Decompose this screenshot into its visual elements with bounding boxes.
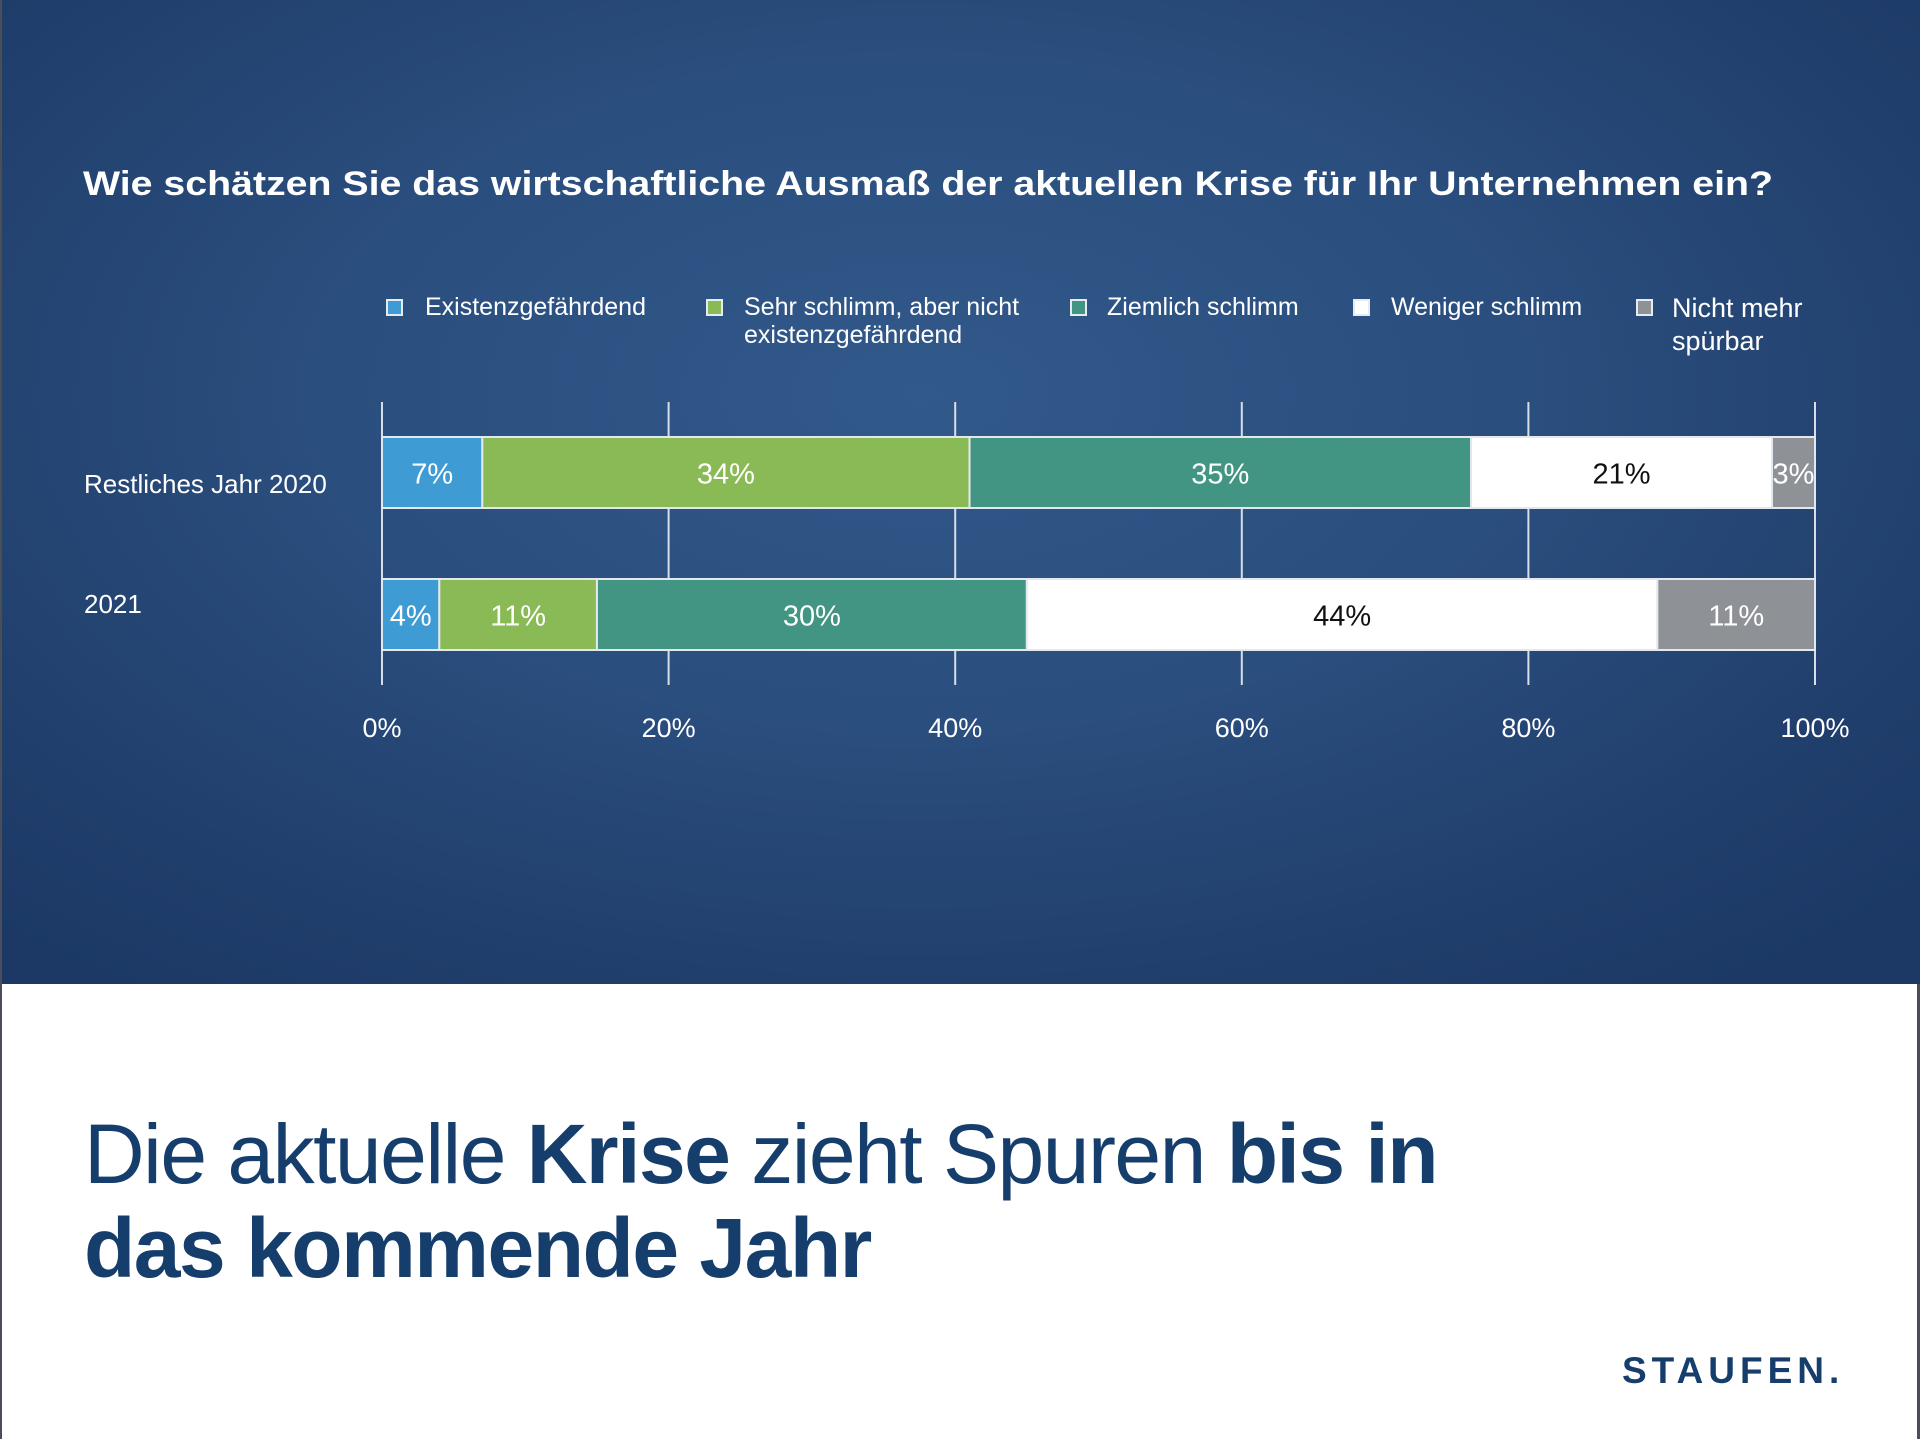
legend-swatch <box>1353 299 1370 316</box>
data-label: 11% <box>490 601 546 633</box>
bar-segment <box>1771 436 1817 509</box>
frame-border-left <box>0 0 2 1439</box>
stacked-bar-chart: Wie schätzen Sie das wirtschaftliche Aus… <box>83 165 1849 743</box>
headline-emphasis: Krise <box>526 1107 731 1201</box>
data-label: 4% <box>390 601 432 633</box>
bar-row: 7% 34% 35% 21% 3% <box>381 436 1817 509</box>
category-label: Restliches Jahr 2020 <box>84 469 327 499</box>
x-tick-label: 80% <box>1501 713 1555 743</box>
bar-segment <box>1470 436 1774 509</box>
headline: Die aktuelle Krise zieht Spuren bis in d… <box>84 1107 1784 1295</box>
x-tick-label: 40% <box>928 713 982 743</box>
bars: 7% 34% 35% 21% 3% 4% 11% 30% 44% 11% <box>381 436 1817 651</box>
legend-label: Sehr schlimm, aber nicht <box>744 293 1019 321</box>
frame-border-right <box>1917 984 1920 1439</box>
x-tick-label: 60% <box>1215 713 1269 743</box>
data-label: 34% <box>697 459 755 491</box>
legend: Existenzgefährdend Sehr schlimm, aber nic… <box>386 293 1803 356</box>
chart-title: Wie schätzen Sie das wirtschaftliche Aus… <box>83 165 1773 203</box>
x-tick-label: 100% <box>1780 713 1849 743</box>
legend-item: Existenzgefährdend <box>386 293 646 321</box>
bar-segment <box>595 578 1028 651</box>
legend-item: Ziemlich schlimm <box>1070 293 1299 321</box>
legend-item: Sehr schlimm, aber nichtexistenzgefährde… <box>706 293 1019 349</box>
x-tick-label: 20% <box>642 713 696 743</box>
legend-label: Weniger schlimm <box>1391 293 1582 321</box>
legend-swatch <box>706 299 723 316</box>
legend-swatch <box>386 299 403 316</box>
bar-segment <box>968 436 1473 509</box>
legend-label: Ziemlich schlimm <box>1107 293 1299 321</box>
legend-label: spürbar <box>1672 326 1764 356</box>
legend-label: Existenzgefährdend <box>425 293 646 321</box>
legend-swatch <box>1070 299 1087 316</box>
data-label: 11% <box>1708 601 1764 633</box>
headline-text: Die aktuelle <box>84 1107 527 1201</box>
bar-row: 4% 11% 30% 44% 11% <box>381 578 1816 651</box>
data-label: 44% <box>1313 601 1371 633</box>
headline-line-1: Die aktuelle Krise zieht Spuren bis in <box>84 1107 1784 1201</box>
legend-label: Nicht mehr <box>1672 293 1803 323</box>
legend-item: Weniger schlimm <box>1353 293 1582 321</box>
bar-segment <box>481 436 971 509</box>
headline-text: zieht Spuren <box>729 1107 1227 1201</box>
legend-swatch <box>1636 299 1653 316</box>
data-label: 7% <box>411 459 453 491</box>
headline-emphasis: das kommende Jahr <box>84 1201 872 1295</box>
bar-segment <box>381 436 484 509</box>
x-tick-label: 0% <box>362 713 401 743</box>
x-tick-labels: 0% 20% 40% 60% 80% 100% <box>362 713 1849 743</box>
bar-segment <box>438 578 598 651</box>
legend-label: existenzgefährdend <box>744 321 962 349</box>
category-labels: Restliches Jahr 2020 2021 <box>84 469 327 619</box>
category-label: 2021 <box>84 589 142 619</box>
data-label: 35% <box>1191 459 1249 491</box>
bar-segment <box>1025 578 1659 651</box>
data-label: 3% <box>1773 459 1815 491</box>
data-label: 30% <box>783 601 841 633</box>
headline-panel <box>0 984 1920 1439</box>
headline-emphasis: bis in <box>1226 1107 1439 1201</box>
data-label: 21% <box>1593 459 1651 491</box>
staufen-logo: STAUFEN. <box>1622 1350 1845 1391</box>
headline-line-2: das kommende Jahr <box>84 1201 1784 1295</box>
bar-segment <box>1656 578 1816 651</box>
